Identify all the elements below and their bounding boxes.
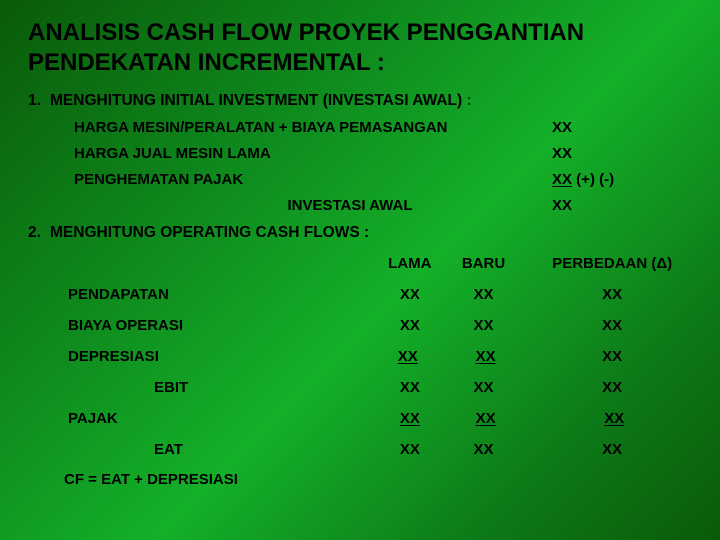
section2-number: 2. bbox=[28, 224, 50, 242]
section1-heading-tail: : bbox=[462, 92, 471, 109]
row-label: PENGHEMATAN PAJAK bbox=[74, 171, 552, 188]
table-row: EAT XX XX XX bbox=[64, 434, 704, 465]
total-label: INVESTASI AWAL bbox=[28, 197, 552, 214]
slide: ANALISIS CASH FLOW PROYEK PENGGANTIAN PE… bbox=[0, 0, 720, 540]
section1-row: PENGHEMATAN PAJAK XX (+) (-) bbox=[74, 171, 692, 188]
section1-row: HARGA MESIN/PERALATAN + BIAYA PEMASANGAN… bbox=[74, 119, 692, 136]
table-header: LAMA BARU PERBEDAAN (Δ) bbox=[64, 248, 704, 279]
table-row: BIAYA OPERASI XX XX XX bbox=[64, 310, 704, 341]
table-row: DEPRESIASI XX XX XX bbox=[64, 341, 704, 372]
col-lama: LAMA bbox=[373, 248, 447, 279]
col-diff: PERBEDAAN (Δ) bbox=[520, 248, 704, 279]
row-value: XX bbox=[552, 145, 692, 162]
section1-heading: 1. MENGHITUNG INITIAL INVESTMENT (INVEST… bbox=[28, 92, 692, 110]
table-row: EBIT XX XX XX bbox=[64, 372, 704, 403]
cashflow-formula: CF = EAT + DEPRESIASI bbox=[64, 471, 692, 488]
slide-title: ANALISIS CASH FLOW PROYEK PENGGANTIAN PE… bbox=[28, 18, 692, 78]
section1-row: HARGA JUAL MESIN LAMA XX bbox=[74, 145, 692, 162]
table-row: PENDAPATAN XX XX XX bbox=[64, 279, 704, 310]
table-row: PAJAK XX XX XX bbox=[64, 403, 704, 434]
section1-heading-text: MENGHITUNG INITIAL INVESTMENT (INVESTASI… bbox=[50, 92, 462, 109]
section1-rows: HARGA MESIN/PERALATAN + BIAYA PEMASANGAN… bbox=[74, 119, 692, 188]
title-line2: PENDEKATAN INCREMENTAL : bbox=[28, 49, 385, 76]
section2-heading-text: MENGHITUNG OPERATING CASH FLOWS : bbox=[50, 224, 369, 242]
cashflow-table: LAMA BARU PERBEDAAN (Δ) PENDAPATAN XX XX… bbox=[64, 248, 704, 465]
section1-total: INVESTASI AWAL XX bbox=[28, 197, 692, 214]
section2-heading: 2. MENGHITUNG OPERATING CASH FLOWS : bbox=[28, 224, 692, 242]
col-baru: BARU bbox=[447, 248, 521, 279]
row-label: HARGA MESIN/PERALATAN + BIAYA PEMASANGAN bbox=[74, 119, 552, 136]
total-value: XX bbox=[552, 197, 692, 214]
title-line1: ANALISIS CASH FLOW PROYEK PENGGANTIAN bbox=[28, 19, 584, 46]
row-value: XX (+) (-) bbox=[552, 171, 692, 188]
section1-number: 1. bbox=[28, 92, 50, 110]
row-label: HARGA JUAL MESIN LAMA bbox=[74, 145, 552, 162]
row-value: XX bbox=[552, 119, 692, 136]
